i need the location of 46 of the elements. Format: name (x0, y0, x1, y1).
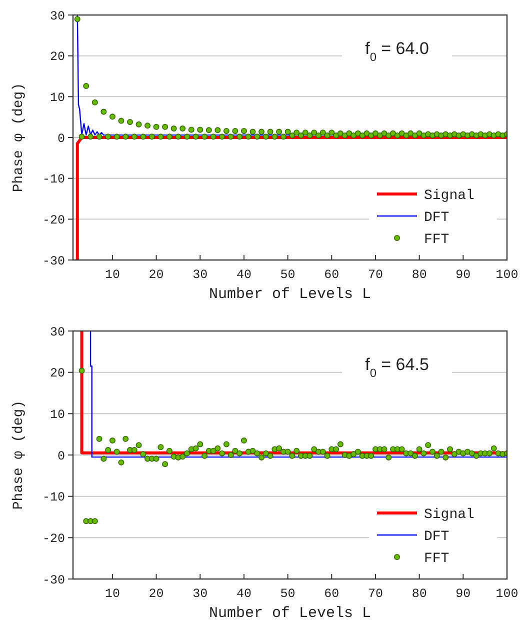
x-tick-label: 70 (368, 268, 383, 282)
x-tick-label: 60 (324, 268, 340, 282)
y-tick-label: -30 (42, 254, 65, 268)
x-axis-title: Number of Levels L (208, 286, 372, 303)
legend-label: FFT (424, 232, 450, 248)
x-tick-label: 20 (148, 268, 164, 282)
x-axis-title: Number of Levels L (208, 605, 372, 622)
y-tick-label: 20 (50, 50, 65, 64)
x-tick-label: 30 (192, 268, 208, 282)
legend-label: DFT (424, 210, 450, 226)
x-tick-label: 60 (324, 587, 340, 601)
y-tick-label: 30 (50, 9, 65, 24)
y-tick-label: 30 (50, 325, 65, 340)
x-tick-label: 20 (148, 587, 164, 601)
legend-label: Signal (424, 188, 474, 204)
legend-label: DFT (424, 528, 450, 545)
y-tick-label: 10 (50, 408, 65, 422)
y-tick-label: -20 (42, 532, 65, 546)
y-axis-title: Phase φ (deg) (11, 82, 27, 192)
x-tick-label: 40 (236, 268, 252, 282)
y-tick-label: -10 (42, 172, 65, 187)
y-tick-label: -30 (42, 573, 65, 588)
x-tick-label: 80 (412, 587, 427, 601)
y-tick-label: 20 (50, 366, 65, 381)
y-tick-label: 10 (50, 91, 65, 106)
legend-label: FFT (424, 550, 450, 567)
legend-label: Signal (424, 506, 474, 523)
annotation: f$_{0}$ = 64.0 (365, 39, 429, 64)
x-tick-label: 80 (412, 268, 427, 282)
x-tick-label: 100 (496, 587, 518, 601)
y-tick-label: 0 (57, 132, 65, 146)
x-tick-label: 50 (280, 587, 296, 601)
y-tick-label: -10 (42, 490, 65, 505)
x-tick-label: 90 (456, 587, 471, 601)
x-tick-label: 30 (192, 587, 208, 601)
x-tick-label: 90 (456, 268, 471, 282)
y-tick-label: 0 (57, 449, 65, 464)
annotation: f$_{0}$ = 64.5 (365, 355, 429, 380)
x-tick-label: 40 (236, 587, 252, 601)
x-tick-label: 70 (368, 587, 383, 601)
y-tick-label: -20 (42, 214, 65, 228)
x-tick-label: 100 (496, 268, 518, 282)
x-tick-label: 10 (104, 587, 120, 601)
y-axis-title: Phase φ (deg) (11, 400, 27, 510)
x-tick-label: 50 (280, 268, 296, 282)
x-tick-label: 10 (104, 268, 120, 282)
